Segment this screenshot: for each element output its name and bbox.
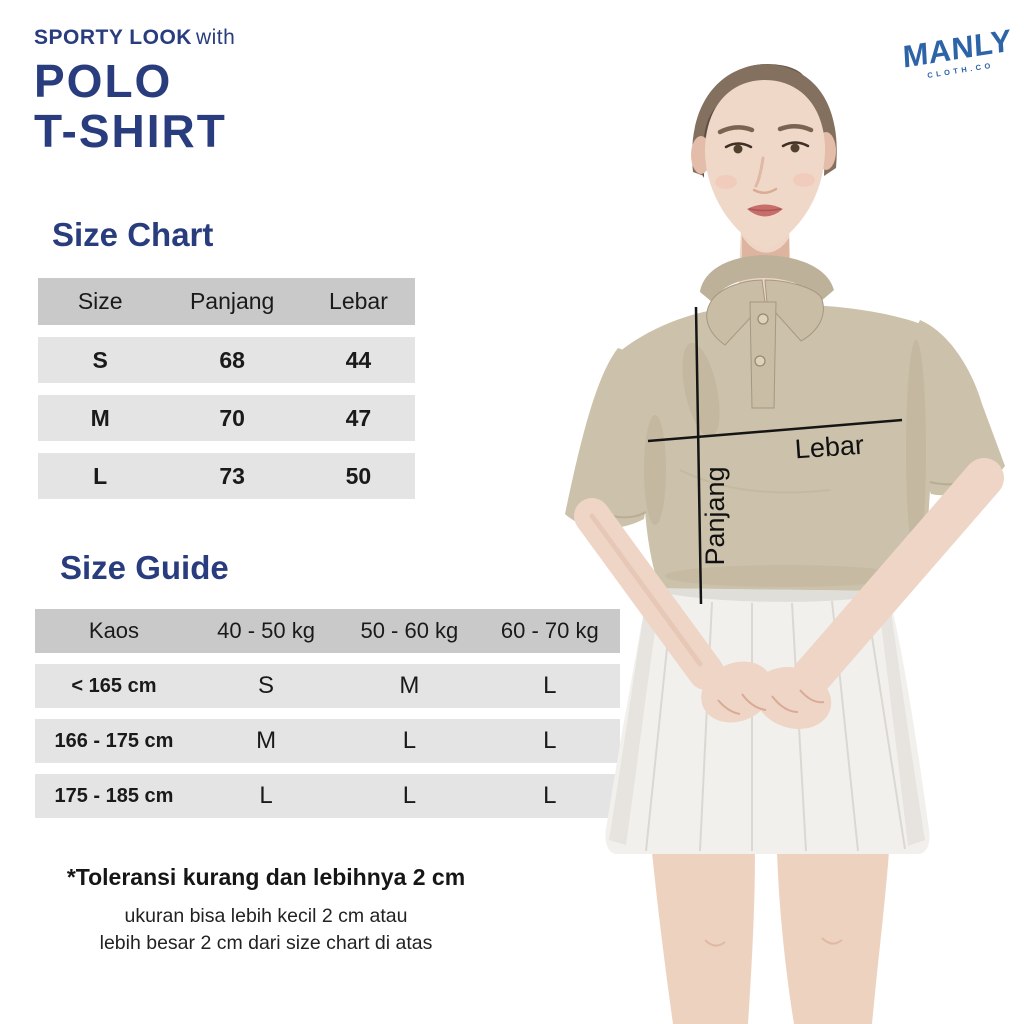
table-row: L 73 50	[38, 453, 415, 499]
column-header: 40 - 50 kg	[192, 609, 340, 653]
tolerance-note-line1: ukuran bisa lebih kecil 2 cm atau	[124, 905, 408, 927]
size-chart-heading: Size Chart	[52, 216, 214, 253]
table-cell: L	[479, 774, 620, 818]
model-photo: Lebar Panjang	[565, 64, 1005, 1024]
size-guide-heading: Size Guide	[60, 549, 229, 586]
table-cell: L	[479, 664, 620, 708]
polo-button	[757, 313, 769, 325]
polo-button	[754, 355, 766, 367]
measurement-annotations: Lebar Panjang	[647, 306, 903, 605]
model-face	[705, 80, 825, 250]
size-guide-table: Kaos 40 - 50 kg 50 - 60 kg 60 - 70 kg < 165 …	[35, 598, 620, 829]
table-cell: S	[38, 337, 163, 383]
table-cell: 50	[301, 453, 415, 499]
tolerance-note: *Toleransi kurang dan lebihnya 2 cm ukur…	[30, 864, 502, 957]
tagline: SPORTY LOOK with	[34, 26, 235, 50]
header-row: Size Panjang Lebar	[38, 278, 415, 325]
model-arms	[574, 458, 1004, 729]
column-header: Panjang	[162, 278, 302, 325]
size-chart-table: Size Panjang Lebar S 68 44 M 70 47 L 73 50	[38, 266, 415, 511]
column-header: 50 - 60 kg	[339, 609, 480, 653]
table-cell: L	[479, 719, 620, 763]
table-cell: M	[38, 395, 163, 441]
column-header: Kaos	[35, 609, 193, 653]
table-row: < 165 cm S M L	[35, 664, 620, 708]
table-cell: 166 - 175 cm	[35, 719, 193, 763]
title-line-1: POLO	[34, 55, 173, 107]
table-row: 166 - 175 cm M L L	[35, 719, 620, 763]
model-legs	[652, 852, 889, 1024]
table-cell: 47	[301, 395, 415, 441]
table-cell: 70	[162, 395, 302, 441]
lebar-label: Lebar	[794, 430, 865, 465]
table-row: 175 - 185 cm L L L	[35, 774, 620, 818]
table-row: S 68 44	[38, 337, 415, 383]
model-hand-right	[754, 667, 832, 729]
table-cell: < 165 cm	[35, 664, 193, 708]
header-row: Kaos 40 - 50 kg 50 - 60 kg 60 - 70 kg	[35, 609, 620, 653]
table-cell: L	[339, 719, 480, 763]
lebar-line	[647, 418, 903, 443]
table-row: M 70 47	[38, 395, 415, 441]
table-cell: 68	[162, 337, 302, 383]
table-cell: 44	[301, 337, 415, 383]
table-cell: L	[38, 453, 163, 499]
table-cell: S	[192, 664, 340, 708]
table-cell: 73	[162, 453, 302, 499]
table-cell: L	[339, 774, 480, 818]
title-line-2: T-SHIRT	[34, 105, 227, 157]
polo-shirt	[565, 255, 1005, 596]
column-header: Lebar	[301, 278, 415, 325]
table-cell: M	[192, 719, 340, 763]
table-cell: M	[339, 664, 480, 708]
panjang-line	[694, 306, 703, 605]
tagline-light: with	[195, 26, 236, 49]
column-header: 60 - 70 kg	[479, 609, 620, 653]
table-cell: 175 - 185 cm	[35, 774, 193, 818]
tolerance-note-line2: lebih besar 2 cm dari size chart di atas	[99, 932, 433, 954]
column-header: Size	[38, 278, 163, 325]
page-title: POLO T-SHIRT	[34, 56, 235, 156]
tagline-bold: SPORTY LOOK	[34, 26, 192, 49]
title-block: SPORTY LOOK with POLO T-SHIRT	[34, 26, 235, 156]
panjang-label: Panjang	[700, 466, 730, 565]
tolerance-note-bold: *Toleransi kurang dan lebihnya 2 cm	[66, 864, 466, 890]
table-cell: L	[192, 774, 340, 818]
